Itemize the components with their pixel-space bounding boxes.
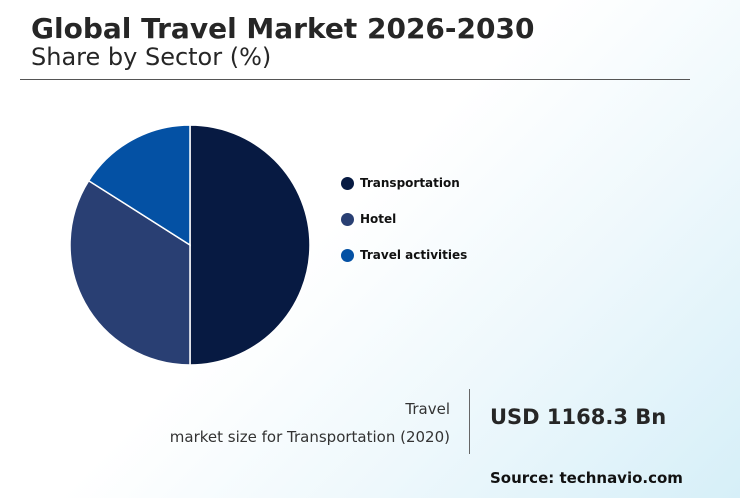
legend-swatch-transportation	[341, 176, 354, 190]
legend-swatch-hotel	[341, 212, 354, 226]
source-credit: Source: technavio.com	[490, 469, 683, 487]
legend-item-transportation: Transportation	[341, 174, 467, 192]
pie-slice-travel-activities	[87, 124, 191, 247]
legend-item-hotel: Hotel	[341, 210, 467, 228]
pie-slice-transportation	[189, 124, 311, 366]
chart-title: Global Travel Market 2026-2030	[31, 12, 535, 45]
legend-swatch-travel-activities	[341, 248, 354, 262]
title-divider	[20, 79, 690, 80]
chart-subtitle: Share by Sector (%)	[31, 43, 272, 71]
legend-item-travel-activities: Travel activities	[341, 246, 467, 264]
kpi-divider	[469, 389, 470, 454]
kpi-label-line2: market size for Transportation (2020)	[169, 428, 450, 446]
legend-label-hotel: Hotel	[360, 212, 397, 226]
legend-label-transportation: Transportation	[360, 176, 460, 190]
legend-label-travel-activities: Travel activities	[360, 248, 468, 262]
kpi-label-line1: Travel	[405, 400, 450, 418]
chart-legend: Transportation Hotel Travel activities	[341, 174, 467, 282]
kpi-value: USD 1168.3 Bn	[490, 405, 667, 429]
